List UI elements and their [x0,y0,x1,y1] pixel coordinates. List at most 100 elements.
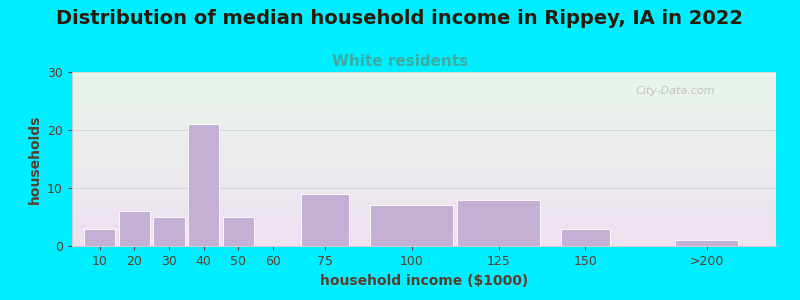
Bar [72,229,776,230]
Bar [72,132,776,133]
Bar [72,187,776,188]
Bar [72,185,776,186]
Bar [72,146,776,147]
Bar [72,95,776,96]
Bar [72,150,776,151]
Bar [72,92,776,93]
Bar [154,217,185,246]
Bar [72,118,776,119]
Bar [72,149,776,150]
Bar [72,123,776,124]
Bar [72,81,776,82]
Bar [72,240,776,241]
Bar [72,138,776,139]
Bar [72,169,776,170]
Bar [72,106,776,107]
Bar [72,231,776,232]
Bar [72,243,776,244]
Bar [675,240,738,246]
Bar [72,154,776,155]
Bar [72,144,776,145]
Bar [72,127,776,128]
Bar [72,161,776,162]
Bar [72,82,776,83]
Bar [72,218,776,219]
Bar [72,169,776,170]
Bar [72,211,776,212]
Bar [84,229,115,246]
Bar [72,212,776,213]
Bar [72,131,776,132]
Bar [72,196,776,197]
Bar [72,199,776,200]
Bar [72,235,776,236]
Bar [72,188,776,189]
Bar [72,77,776,78]
Bar [72,181,776,182]
Bar [72,168,776,169]
Bar [72,79,776,80]
Bar [72,80,776,81]
Bar [72,96,776,97]
Bar [72,98,776,99]
Bar [72,134,776,135]
Bar [72,145,776,146]
Bar [72,86,776,87]
Bar [72,244,776,245]
Bar [72,151,776,152]
Bar [72,76,776,77]
Bar [72,219,776,220]
Bar [72,193,776,194]
Bar [72,190,776,191]
Bar [72,87,776,88]
Bar [223,217,254,246]
Bar [72,147,776,148]
Bar [72,82,776,83]
Bar [72,135,776,136]
Bar [72,130,776,131]
Bar [72,101,776,102]
Bar [72,192,776,193]
Bar [72,75,776,76]
Bar [72,104,776,105]
Bar [72,174,776,175]
Bar [72,217,776,218]
Bar [72,115,776,116]
Bar [72,159,776,160]
Bar [72,194,776,195]
Bar [72,110,776,111]
Bar [72,195,776,196]
Bar [72,180,776,181]
Bar [72,78,776,79]
Bar [72,245,776,246]
Bar [72,74,776,75]
Bar [72,165,776,166]
Bar [72,156,776,157]
Bar [72,241,776,242]
Bar [72,162,776,163]
Bar [72,178,776,179]
Bar [72,89,776,90]
Y-axis label: households: households [27,114,42,204]
Bar [72,200,776,201]
Bar [72,175,776,176]
Bar [72,108,776,109]
Bar [72,143,776,144]
Bar [561,229,610,246]
Bar [72,85,776,86]
Bar [72,133,776,134]
Bar [72,176,776,177]
Bar [72,179,776,180]
Bar [72,105,776,106]
Bar [72,107,776,108]
Bar [72,222,776,223]
Bar [72,93,776,94]
Bar [457,200,540,246]
Bar [72,214,776,215]
Bar [72,140,776,141]
Bar [72,124,776,125]
Bar [72,232,776,233]
X-axis label: household income ($1000): household income ($1000) [320,274,528,288]
Bar [72,208,776,209]
Bar [72,152,776,153]
